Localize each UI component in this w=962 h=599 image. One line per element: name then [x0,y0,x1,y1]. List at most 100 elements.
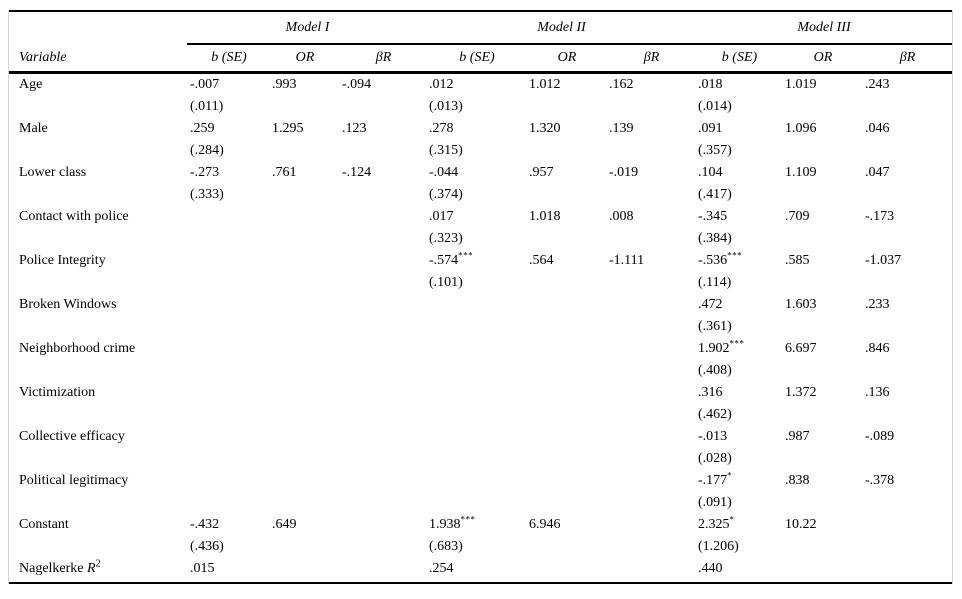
cell-b-se: 1.938*** (.683) [429,514,476,554]
variable-label: Nagelkerke R2 [19,558,101,576]
cell-br: .233 [865,297,890,312]
cell-or: .957 [529,165,554,180]
cell-b-se: .259 (.284) [190,121,224,158]
superscript: 2 [95,558,101,570]
cell-or: 1.603 [785,297,817,312]
col-header-or-2: OR [557,50,577,65]
table-body: Age -.007 (.011) .993 -.094 .012 (.013) 1.012 .1… [9,74,952,582]
table-row: Nagelkerke R2 .015 .254 .440 [9,558,952,582]
cell-or: 1.018 [529,209,561,224]
variable-label: Neighborhood crime [19,341,136,356]
cell-or: .709 [785,209,810,224]
variable-label: Broken Windows [19,297,117,312]
variable-label: Police Integrity [19,253,106,268]
model-iii-header: Model III [797,19,851,35]
cell-br: .047 [865,165,890,180]
cell-br: -.124 [342,165,372,180]
col-header-br-3: βR [899,50,916,65]
cell-b-se: -.007 (.011) [190,77,224,114]
cell-b-se: -.574*** (.101) [429,250,474,290]
variable-label: Collective efficacy [19,429,125,444]
cell-or: .649 [272,517,297,532]
cell-b-se: .254 [429,561,454,576]
top-rule [9,10,952,12]
significance-stars: *** [460,514,476,525]
cell-or: 10.22 [785,517,817,532]
col-header-or-1: OR [295,50,315,65]
cell-br: -.378 [865,473,895,488]
col-header-br-1: βR [375,50,392,65]
math-symbol: R [83,561,96,576]
variable-label: Contact with police [19,209,129,224]
cell-b-se: -.345 (.384) [698,209,732,246]
cell-br: .046 [865,121,890,136]
cell-b-se: .278 (.315) [429,121,463,158]
col-header-or-3: OR [813,50,833,65]
variable-label: Victimization [19,385,96,400]
table-row: Political legitimacy -.177* (.091) .838 -.37… [9,470,952,514]
cell-b-se: .091 (.357) [698,121,732,158]
header-rule [9,71,952,74]
cell-or: .993 [272,77,297,92]
cell-br: .136 [865,385,890,400]
table-row: Male .259 (.284) 1.295 .123 .278 (.315) 1.320 .1… [9,118,952,162]
variable-label: Age [19,77,43,92]
cell-b-se: .012 (.013) [429,77,463,114]
cell-or: .987 [785,429,810,444]
significance-stars: *** [727,250,743,261]
cell-br: .123 [342,121,367,136]
significance-stars: *** [729,338,745,349]
model-ii-header: Model II [537,19,586,35]
variable-label: Constant [19,517,69,532]
col-header-br-2: βR [643,50,660,65]
cell-br: -.089 [865,429,895,444]
table-row: Age -.007 (.011) .993 -.094 .012 (.013) 1.012 .1… [9,74,952,118]
cell-b-se: -.432 (.436) [190,517,224,554]
cell-or: .564 [529,253,554,268]
cell-b-se: .440 [698,561,723,576]
cell-br: -.019 [609,165,639,180]
cell-or: 1.019 [785,77,817,92]
significance-stars: *** [458,250,474,261]
cell-b-se: .017 (.323) [429,209,463,246]
table-row: Police Integrity -.574*** (.101) .564 -1.111… [9,250,952,294]
cell-or: 1.372 [785,385,817,400]
cell-b-se: -.536*** (.114) [698,250,743,290]
col-header-b-se-3: b (SE) [721,50,758,65]
model-header-row: Model I Model II Model III [9,12,952,43]
cell-b-se: -.177* (.091) [698,470,733,510]
cell-or: 1.096 [785,121,817,136]
cell-b-se: .018 (.014) [698,77,732,114]
significance-stars: * [727,470,733,481]
cell-br: .243 [865,77,890,92]
variable-label: Male [19,121,48,136]
col-header-b-se-2: b (SE) [459,50,495,65]
cell-or: .761 [272,165,297,180]
col-header-b-se-1: b (SE) [211,50,247,65]
bottom-rule [9,582,952,584]
cell-or: 1.012 [529,77,561,92]
cell-b-se: .104 (.417) [698,165,732,202]
cell-or: 6.697 [785,341,817,356]
cell-br: .162 [609,77,634,92]
cell-b-se: -.273 (.333) [190,165,224,202]
cell-b-se: .015 [190,561,215,576]
table-row: Constant -.432 (.436) .649 1.938*** (.683) 6.9… [9,514,952,558]
cell-or: 1.320 [529,121,561,136]
cell-b-se: -.013 (.028) [698,429,732,466]
table-row: Lower class -.273 (.333) .761 -.124 -.044 (.37… [9,162,952,206]
cell-br: .139 [609,121,634,136]
cell-br: .846 [865,341,890,356]
cell-b-se: .316 (.462) [698,385,732,422]
cell-or: .585 [785,253,810,268]
variable-label: Lower class [19,165,87,180]
cell-or: 1.109 [785,165,817,180]
significance-stars: * [729,514,735,525]
cell-b-se: 1.902*** (.408) [698,338,745,378]
cell-br: -1.111 [609,253,645,268]
table-row: Collective efficacy -.013 (.028) .987 -.089 [9,426,952,470]
cell-br: -1.037 [865,253,902,268]
cell-br: .008 [609,209,634,224]
cell-or: 1.295 [272,121,304,136]
